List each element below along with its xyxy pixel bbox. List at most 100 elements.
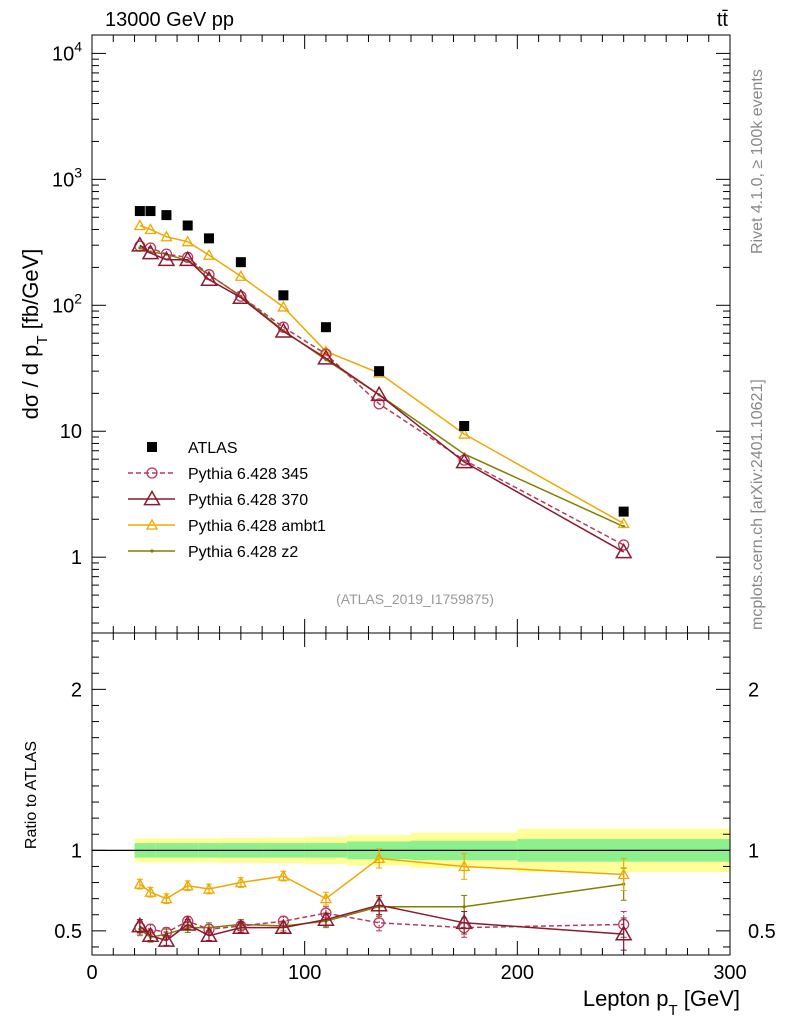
legend-item-z2: Pythia 6.428 z2 xyxy=(128,544,298,561)
x-axis-label: Lepton pT [GeV] xyxy=(583,986,740,1019)
ambt1-marker xyxy=(277,869,290,881)
series-ambt1 xyxy=(133,219,630,529)
p370-marker xyxy=(143,489,161,506)
series-p370 xyxy=(131,236,633,559)
series-z2 xyxy=(138,246,626,529)
ratio-y-tick-label-right: 2 xyxy=(748,679,759,701)
p370-marker xyxy=(370,385,388,402)
tick-base: 10 xyxy=(52,43,74,65)
ratio-y-tick-label-right: 0.5 xyxy=(748,921,776,943)
atlas-data-point xyxy=(182,220,193,231)
tick-exponent: 3 xyxy=(74,164,82,180)
header-energy-label: 13000 GeV pp xyxy=(105,9,234,31)
series-atlas xyxy=(134,206,629,517)
legend-item-ambt1: Pythia 6.428 ambt1 xyxy=(128,518,326,535)
ambt1-marker xyxy=(181,235,194,247)
ylabel-part-1: dσ / d p xyxy=(18,345,43,420)
z2-marker xyxy=(462,905,466,909)
p370-marker xyxy=(157,250,176,267)
p370-marker xyxy=(157,931,176,947)
atlas-data-point xyxy=(459,421,470,432)
mcplots-label: mcplots.cern.ch [arXiv:2401.10621] xyxy=(749,379,766,630)
header-process-label: tt̄ xyxy=(717,9,729,31)
p370-marker xyxy=(178,250,197,267)
p370-marker xyxy=(370,896,388,912)
ambt1-marker xyxy=(202,882,216,894)
ambt1-marker xyxy=(234,269,247,281)
main-y-tick-label: 104 xyxy=(52,38,82,65)
p345-marker xyxy=(373,398,385,410)
p370-marker xyxy=(141,244,160,260)
ylabel-part-2: [fb/GeV] xyxy=(18,249,43,336)
rivet-version-label: Rivet 4.1.0, ≥ 100k events xyxy=(749,69,766,254)
analysis-reference-label: (ATLAS_2019_I1759875) xyxy=(336,591,494,607)
ratio-series-layer xyxy=(131,848,633,951)
ambt1-marker xyxy=(160,892,173,904)
p370-marker xyxy=(232,918,250,935)
atlas-data-point xyxy=(134,206,145,217)
ratio-axis-ticks: 0.5 0.5 1 1 2 2 0 100 200 300 xyxy=(54,633,776,984)
p370-marker xyxy=(200,926,218,943)
ambt1-marker xyxy=(133,219,146,231)
ambt1-marker xyxy=(617,868,630,880)
tick-base: 10 xyxy=(52,169,74,191)
legend-label: Pythia 6.428 370 xyxy=(188,492,308,509)
tick-exponent: 2 xyxy=(74,290,82,306)
atlas-data-point xyxy=(278,290,289,301)
ambt1-marker xyxy=(145,518,159,530)
p345-marker xyxy=(373,917,385,929)
main-y-tick-label: 103 xyxy=(52,164,82,191)
ratio-y-tick-label-right: 1 xyxy=(748,840,759,862)
legend-item-p345: Pythia 6.428 345 xyxy=(128,466,308,483)
atlas-data-point xyxy=(203,233,214,244)
main-y-tick-label: 10 xyxy=(60,421,82,443)
ratio-series-ambt1 xyxy=(133,848,630,906)
ambt1-marker xyxy=(319,345,333,357)
ambt1-marker xyxy=(160,230,173,242)
ambt1-marker xyxy=(319,892,333,904)
p370-marker xyxy=(141,926,160,943)
p370-marker xyxy=(232,288,250,305)
ambt1-marker xyxy=(234,876,247,888)
legend: ATLAS Pythia 6.428 345 Pythia 6.428 370 Pyt… xyxy=(128,440,326,561)
z2-line xyxy=(139,247,624,528)
ratio-uncertainty-bands xyxy=(92,828,730,873)
ambt1-marker xyxy=(372,852,386,864)
ratio-x-tick-label: 0 xyxy=(86,962,97,984)
atlas-data-point xyxy=(147,442,157,452)
z2-marker xyxy=(150,549,154,553)
p370-marker xyxy=(131,917,149,933)
atlas-data-point xyxy=(145,206,156,217)
ambt1-line xyxy=(139,224,625,525)
atlas-data-point xyxy=(320,322,331,333)
legend-label: Pythia 6.428 z2 xyxy=(188,544,298,561)
xlabel-part-2: [GeV] xyxy=(678,986,740,1011)
ratio-x-tick-label: 100 xyxy=(288,962,321,984)
ambt1-marker xyxy=(277,300,290,312)
atlas-data-point xyxy=(161,210,172,221)
p345-marker xyxy=(146,467,158,479)
p370-marker xyxy=(274,322,293,338)
ambt1-marker xyxy=(458,427,471,439)
ambt1-marker xyxy=(144,223,157,235)
ambt1-marker xyxy=(458,860,471,872)
p370-line xyxy=(139,244,625,553)
ratio-panel: 0.5 0.5 1 1 2 2 0 100 200 300 Ratio to ATLAS Lept… xyxy=(23,632,776,1019)
main-y-axis-label: dσ / d pT [fb/GeV] xyxy=(18,249,51,420)
ratio-y-tick-label: 1 xyxy=(71,840,82,862)
atlas-data-point xyxy=(374,366,385,377)
p370-marker xyxy=(317,910,335,926)
ambt1-marker xyxy=(202,248,216,260)
ratio-y-tick-label: 2 xyxy=(71,679,82,701)
xlabel-subscript: T xyxy=(668,1002,677,1019)
legend-label: Pythia 6.428 ambt1 xyxy=(188,518,326,535)
legend-label: ATLAS xyxy=(188,440,238,457)
p345-line xyxy=(139,245,625,546)
ambt1-marker xyxy=(144,885,157,897)
p370-marker xyxy=(317,349,335,365)
tick-exponent: 4 xyxy=(74,38,82,54)
ylabel-subscript: T xyxy=(34,335,51,344)
xlabel-part-1: Lepton p xyxy=(583,986,669,1011)
